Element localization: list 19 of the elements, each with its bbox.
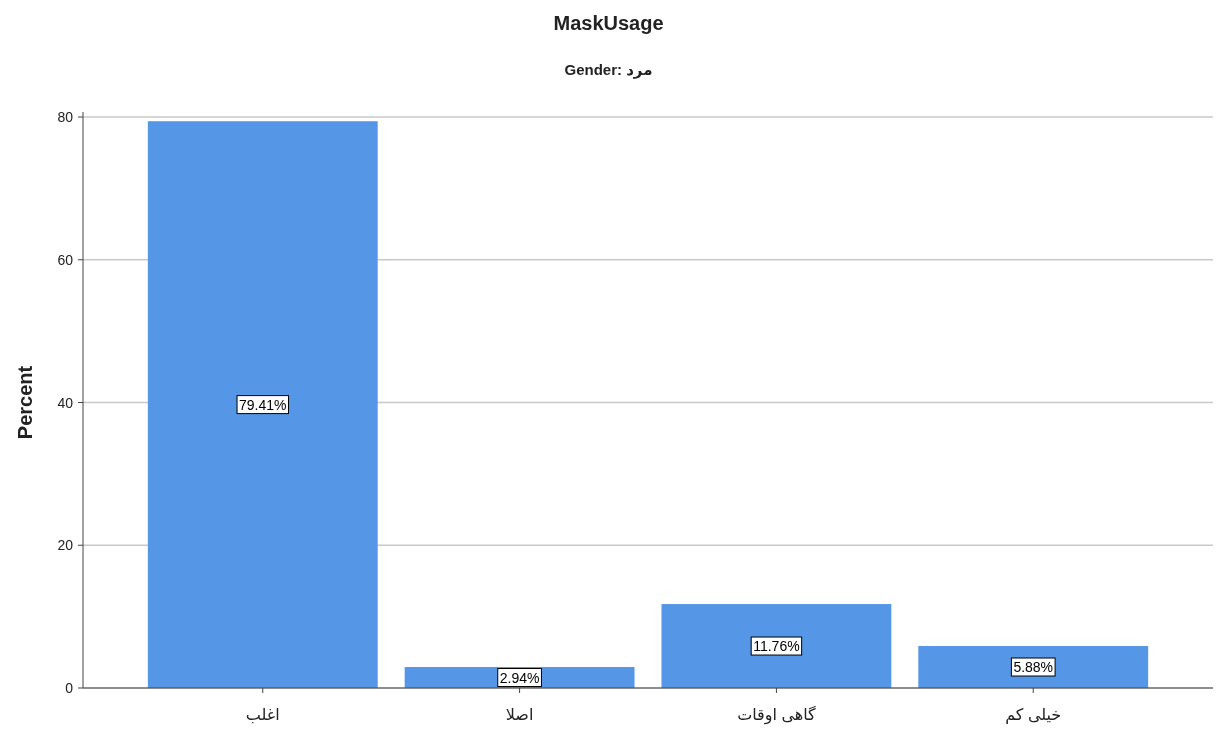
y-tick-label: 60	[57, 251, 74, 268]
x-tick-label: اغلب	[245, 706, 280, 724]
y-tick-label: 80	[57, 109, 74, 125]
bar	[918, 646, 1149, 688]
data-label: 2.94%	[499, 669, 540, 686]
chart-subtitle: Gender: مرد	[564, 61, 653, 79]
x-tick-label: خیلی کم	[1005, 706, 1062, 724]
y-tick-label: 40	[57, 394, 74, 411]
bar	[147, 121, 378, 688]
data-label: 79.41%	[239, 396, 287, 413]
data-label: 11.76%	[753, 638, 800, 655]
chart-title: MaskUsage	[553, 12, 664, 34]
data-label: 5.88%	[1013, 659, 1054, 676]
y-tick-label: 0	[65, 680, 74, 696]
x-tick-label: اصلا	[505, 706, 534, 723]
x-tick-label: گاهی اوقات	[737, 705, 817, 725]
bar	[661, 604, 892, 688]
y-axis-title: Percent	[14, 365, 36, 440]
y-tick-label: 20	[57, 537, 74, 554]
